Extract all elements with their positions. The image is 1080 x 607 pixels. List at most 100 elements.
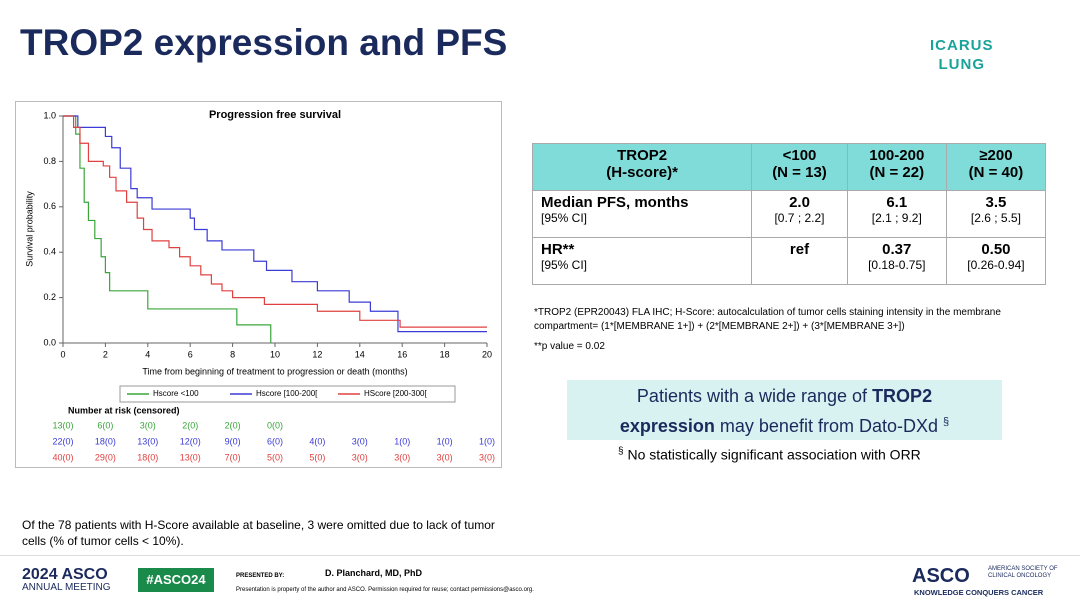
risk-count: 18(0) [137,452,158,462]
cell-text: TROP2 [617,147,668,164]
table-row: TROP2 (H-score)* <100 (N = 13) 100-200 (N = 2… [531,143,1047,191]
x-tick-label: 10 [270,349,280,359]
presented-by: PRESENTED BY: [236,573,285,579]
table-row: HR** [95% CI] ref 0.37 [0.18-0.75] 0.50 [0.26-… [531,237,1047,285]
logo-text: LUNG [938,56,985,73]
callout-note: § No statistically significant associati… [618,446,921,463]
risk-count: 40(0) [52,452,73,462]
slide-title: TROP2 expression and PFS [20,22,508,63]
cell-text: [95% CI] [541,211,588,225]
x-axis-label: Time from beginning of treatment to prog… [142,366,407,376]
x-tick-label: 12 [312,349,322,359]
footer-meeting: 2024 ASCO ANNUAL MEETING [22,566,111,594]
risk-count: 3(0) [352,452,368,462]
bottom-note: Of the 78 patients with H-Score availabl… [22,518,495,548]
km-curve [63,115,487,333]
chart-panel [15,101,502,468]
callout: Patients with a wide range of TROP2 expre… [567,380,1002,440]
risk-count: 3(0) [479,452,495,462]
callout-text: expression [619,416,715,436]
cell-text: Median PFS, months [541,194,689,211]
x-tick-label: 14 [355,349,365,359]
cell-text: 100-200 [869,147,925,164]
cell-text: ref [789,241,810,258]
risk-count: 5(0) [309,452,325,462]
risk-count: 18(0) [95,436,116,446]
risk-count: 0(0) [267,420,283,430]
risk-count: 3(0) [437,452,453,462]
x-tick-label: 2 [103,349,108,359]
cell-text: 2.0 [789,194,810,211]
risk-count: 22(0) [52,436,73,446]
risk-count: 5(0) [267,452,283,462]
risk-count: 13(0) [180,452,201,462]
table-cell: Median PFS, months [95% CI] [531,190,753,238]
x-tick-label: 8 [230,349,235,359]
cell-text: (H-score)* [606,164,678,181]
risk-count: 13(0) [137,436,158,446]
y-tick-label: 1.0 [43,110,56,120]
cell-text: [2.1 ; 9.2] [871,211,922,225]
risk-count: 3(0) [352,436,368,446]
cell-text: 0.37 [882,241,912,258]
y-tick-label: 0.2 [43,292,56,302]
table-cell: ref [751,237,848,285]
callout-text: may benefit from Dato-DXd [714,416,943,436]
x-tick-label: 20 [482,349,492,359]
legend-label: HScore [200-300[ [364,389,427,398]
cell-text: [0.18-0.75] [868,258,926,272]
risk-count: 13(0) [52,420,73,430]
presenter: D. Planchard, MD, PhD [325,568,423,578]
cell-text: ≥200 [979,147,1013,164]
x-tick-label: 16 [397,349,407,359]
y-tick-label: 0.4 [43,247,56,257]
table-cell: 100-200 (N = 22) [846,143,947,191]
footnote: **p value = 0.02 [534,341,605,352]
footer-rule [0,555,1080,556]
callout-text: § [943,416,950,428]
table-row: Median PFS, months [95% CI] 2.0 [0.7 ; 2.2]… [531,190,1047,238]
table-cell: 6.1 [2.1 ; 9.2] [846,190,947,238]
y-tick-label: 0.8 [43,156,56,166]
km-curve [63,115,487,328]
cell-text: [0.26-0.94] [967,258,1025,272]
risk-title: Number at risk (censored) [68,405,180,415]
table-cell: <100 (N = 13) [751,143,848,191]
risk-count: 6(0) [267,436,283,446]
legend-label: Hscore <100 [153,389,199,398]
cell-text: (N = 13) [772,164,827,181]
results-table: TROP2 (H-score)* <100 (N = 13) 100-200 (N = 2… [531,143,1047,285]
cell-text: (N = 40) [968,164,1024,181]
cell-text: 0.50 [981,241,1011,258]
table-cell: HR** [95% CI] [531,237,753,285]
risk-count: 7(0) [225,452,241,462]
y-tick-label: 0.0 [43,337,56,347]
cell-text: 6.1 [886,194,908,211]
cell-text: [2.6 ; 5.5] [970,211,1021,225]
asco-name: AMERICAN SOCIETY OF CLINICAL ONCOLOGY [988,566,1058,579]
risk-count: 12(0) [180,436,201,446]
km-curve [63,115,272,343]
cell-text: <100 [782,147,817,164]
x-tick-label: 18 [440,349,450,359]
risk-count: 3(0) [394,452,410,462]
risk-count: 3(0) [140,420,156,430]
x-tick-label: 6 [188,349,193,359]
risk-count: 2(0) [225,420,241,430]
risk-count: 9(0) [225,436,241,446]
table-cell: 0.50 [0.26-0.94] [945,237,1047,285]
table-cell: TROP2 (H-score)* [531,143,753,191]
note-mark: § [618,446,624,457]
disclaimer: Presentation is property of the author a… [236,587,534,593]
table-cell: ≥200 (N = 40) [945,143,1047,191]
cell-text: HR** [541,241,575,258]
table-cell: 0.37 [0.18-0.75] [846,237,947,285]
table-cell: 3.5 [2.6 ; 5.5] [945,190,1047,238]
meeting-text: 2024 ASCO [22,566,108,583]
legend-box [119,385,456,403]
risk-count: 1(0) [394,436,410,446]
note-text: No statistically significant association… [627,446,921,463]
risk-count: 1(0) [437,436,453,446]
hashtag: #ASCO24 [138,568,214,592]
